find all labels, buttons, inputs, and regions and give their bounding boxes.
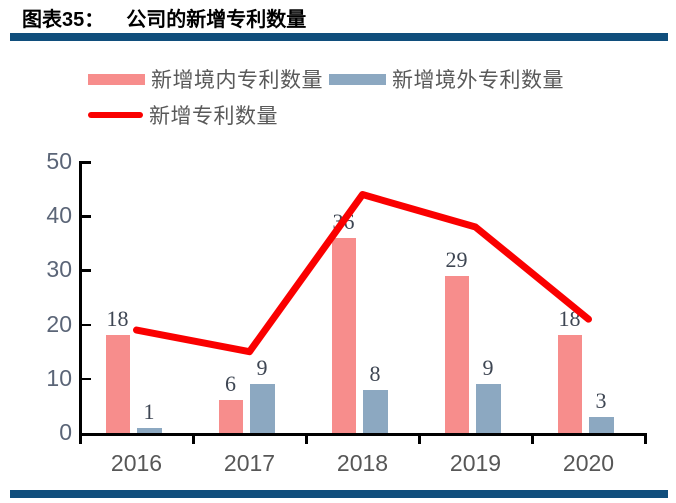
bar-domestic-2019 <box>444 275 469 433</box>
bar-overseas-2019 <box>475 384 501 433</box>
x-axis-tick-label-2018: 2018 <box>336 450 389 476</box>
bar-value-label-overseas-2017: 9 <box>256 355 268 381</box>
bar-overseas-2016 <box>136 427 162 433</box>
legend-label-overseas: 新增境外专利数量 <box>392 69 564 92</box>
bar-value-label-domestic-2017: 6 <box>225 371 236 397</box>
bar-value-label-overseas-2020: 3 <box>595 387 607 413</box>
y-axis-tick-mark <box>80 377 91 381</box>
page-title: 公司的新增专利数量 <box>126 8 307 31</box>
x-axis-tick-mark <box>192 436 195 444</box>
bar-overseas-2020 <box>588 416 614 433</box>
y-axis-tick-mark <box>80 215 91 218</box>
y-axis-tick-label: 40 <box>46 202 72 229</box>
legend-row-1: 新增境内专利数量 新增境外专利数量 <box>88 64 570 94</box>
y-axis-tick-label: 20 <box>46 310 72 337</box>
chart-legend: 新增境内专利数量 新增境外专利数量 新增专利数量 <box>88 64 570 136</box>
bar-domestic-2017 <box>218 400 243 433</box>
x-axis-tick-mark <box>305 436 308 444</box>
legend-swatch-domestic <box>88 73 145 85</box>
legend-label-total: 新增专利数量 <box>149 105 278 128</box>
y-axis-line <box>79 161 82 436</box>
x-axis-tick-label-2019: 2019 <box>449 450 502 476</box>
legend-item-overseas: 新增境外专利数量 <box>329 64 570 94</box>
x-axis-tick-label-2016: 2016 <box>110 450 163 476</box>
x-axis-line <box>79 433 647 436</box>
bar-overseas-2018 <box>362 389 388 433</box>
y-axis-tick-label: 50 <box>46 148 72 174</box>
y-axis-tick-mark <box>80 161 91 164</box>
total-patents-polyline <box>133 191 592 356</box>
legend-swatch-total-line <box>88 112 143 118</box>
bar-value-label-domestic-2016: 18 <box>106 306 129 332</box>
top-divider-bar <box>10 33 668 41</box>
x-axis-tick-mark <box>79 436 82 444</box>
x-axis-tick-mark <box>531 436 534 444</box>
y-axis-tick-label: 30 <box>46 256 72 283</box>
x-axis-tick-label-2020: 2020 <box>562 450 615 476</box>
y-axis-tick-mark <box>80 269 91 272</box>
bar-value-label-overseas-2016: 1 <box>143 398 155 424</box>
legend-item-domestic: 新增境内专利数量 <box>88 64 329 94</box>
x-axis-tick-label-2017: 2017 <box>223 450 276 476</box>
y-axis-tick-mark <box>80 323 91 327</box>
bottom-divider-bar <box>10 490 668 498</box>
bar-domestic-2018 <box>331 237 356 433</box>
x-axis-tick-mark <box>418 436 421 444</box>
figure-label: 图表35： <box>22 8 105 31</box>
bar-value-label-overseas-2019: 9 <box>482 355 494 381</box>
y-axis-tick-label: 10 <box>46 364 72 391</box>
bar-overseas-2017 <box>249 384 275 433</box>
legend-swatch-overseas <box>329 73 386 85</box>
legend-label-domestic: 新增境内专利数量 <box>151 69 323 92</box>
bar-domestic-2020 <box>557 335 582 433</box>
y-axis-tick-label: 0 <box>59 419 72 445</box>
bar-value-label-overseas-2018: 8 <box>369 360 381 386</box>
legend-row-2: 新增专利数量 <box>88 100 570 130</box>
x-axis-tick-mark <box>644 436 647 444</box>
bar-value-label-domestic-2019: 29 <box>445 246 468 272</box>
legend-item-total: 新增专利数量 <box>88 100 284 130</box>
bar-domestic-2016 <box>105 335 130 433</box>
figure-title-row: 图表35： 公司的新增专利数量 <box>22 3 306 31</box>
